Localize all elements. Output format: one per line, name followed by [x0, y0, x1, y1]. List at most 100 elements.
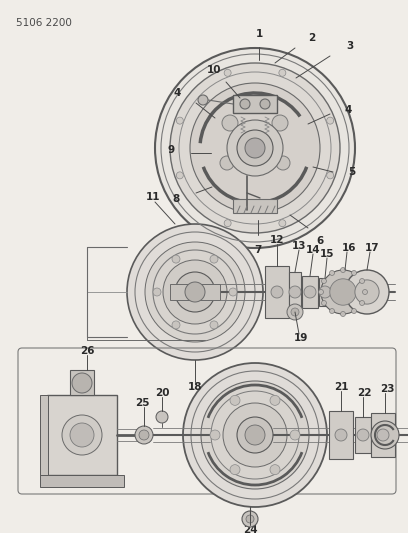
Circle shape — [237, 130, 273, 166]
Text: 5: 5 — [348, 167, 356, 177]
Circle shape — [321, 270, 365, 314]
Bar — [233, 199, 277, 213]
Circle shape — [322, 301, 326, 305]
Circle shape — [163, 260, 227, 324]
Circle shape — [210, 255, 218, 263]
Circle shape — [222, 115, 238, 131]
Circle shape — [230, 395, 240, 406]
Text: 8: 8 — [172, 194, 180, 204]
Circle shape — [291, 308, 299, 316]
Bar — [233, 95, 277, 113]
Bar — [70, 370, 94, 395]
Text: 16: 16 — [342, 243, 356, 253]
Circle shape — [242, 511, 258, 527]
Bar — [170, 284, 220, 300]
Circle shape — [230, 465, 240, 475]
Circle shape — [224, 69, 231, 76]
Text: 9: 9 — [167, 145, 175, 155]
Circle shape — [290, 430, 300, 440]
Circle shape — [246, 515, 254, 523]
Text: 25: 25 — [135, 398, 149, 408]
Text: 4: 4 — [173, 88, 181, 98]
Circle shape — [172, 255, 180, 263]
Circle shape — [279, 69, 286, 76]
Bar — [355, 417, 371, 453]
Circle shape — [156, 411, 168, 423]
Circle shape — [175, 272, 215, 312]
Text: 18: 18 — [188, 382, 202, 392]
Text: 19: 19 — [294, 333, 308, 343]
Circle shape — [289, 286, 301, 298]
Circle shape — [176, 172, 183, 179]
Text: 7: 7 — [254, 245, 262, 255]
Circle shape — [153, 288, 161, 296]
Circle shape — [198, 95, 208, 105]
Text: 14: 14 — [306, 245, 320, 255]
Circle shape — [170, 63, 340, 233]
Text: 21: 21 — [334, 382, 348, 392]
Text: 11: 11 — [146, 192, 160, 202]
Text: 2: 2 — [308, 33, 316, 43]
Circle shape — [72, 373, 92, 393]
Bar — [265, 266, 289, 318]
Circle shape — [279, 220, 286, 227]
Bar — [371, 413, 395, 457]
Circle shape — [341, 268, 346, 272]
Text: 15: 15 — [320, 249, 334, 259]
Text: 26: 26 — [80, 346, 94, 356]
Circle shape — [201, 381, 309, 489]
Circle shape — [223, 403, 287, 467]
Circle shape — [70, 423, 94, 447]
Text: 24: 24 — [243, 525, 257, 533]
Circle shape — [330, 270, 335, 276]
Circle shape — [341, 311, 346, 317]
Bar — [329, 411, 353, 459]
Text: 17: 17 — [365, 243, 379, 253]
Circle shape — [327, 117, 334, 124]
Circle shape — [377, 429, 389, 441]
Text: 5106 2200: 5106 2200 — [16, 18, 72, 28]
Text: 10: 10 — [207, 65, 221, 75]
Circle shape — [135, 426, 153, 444]
Text: 3: 3 — [346, 41, 354, 51]
Bar — [47, 395, 117, 475]
Bar — [319, 278, 331, 306]
Circle shape — [176, 117, 183, 124]
Circle shape — [327, 172, 334, 179]
Circle shape — [210, 321, 218, 329]
Circle shape — [260, 99, 270, 109]
Circle shape — [276, 156, 290, 170]
Circle shape — [220, 156, 234, 170]
Circle shape — [271, 286, 283, 298]
Bar — [302, 276, 318, 308]
Circle shape — [139, 430, 149, 440]
Circle shape — [190, 83, 320, 213]
Circle shape — [229, 288, 237, 296]
Circle shape — [322, 279, 326, 284]
Circle shape — [155, 48, 355, 248]
Circle shape — [371, 421, 399, 449]
Text: 1: 1 — [255, 29, 263, 39]
Circle shape — [335, 429, 347, 441]
Circle shape — [355, 280, 379, 304]
Circle shape — [270, 465, 280, 475]
Circle shape — [127, 224, 263, 360]
Circle shape — [145, 242, 245, 342]
Circle shape — [359, 301, 365, 305]
Circle shape — [245, 138, 265, 158]
Circle shape — [185, 282, 205, 302]
Circle shape — [352, 309, 357, 313]
Circle shape — [362, 289, 368, 295]
Circle shape — [227, 120, 283, 176]
Circle shape — [62, 415, 102, 455]
Bar — [40, 475, 124, 487]
Bar — [40, 395, 48, 475]
Circle shape — [245, 425, 265, 445]
Text: 6: 6 — [316, 236, 324, 246]
Circle shape — [240, 99, 250, 109]
Circle shape — [183, 363, 327, 507]
Text: 4: 4 — [344, 105, 352, 115]
Circle shape — [270, 395, 280, 406]
Circle shape — [319, 286, 331, 298]
Text: 12: 12 — [270, 235, 284, 245]
